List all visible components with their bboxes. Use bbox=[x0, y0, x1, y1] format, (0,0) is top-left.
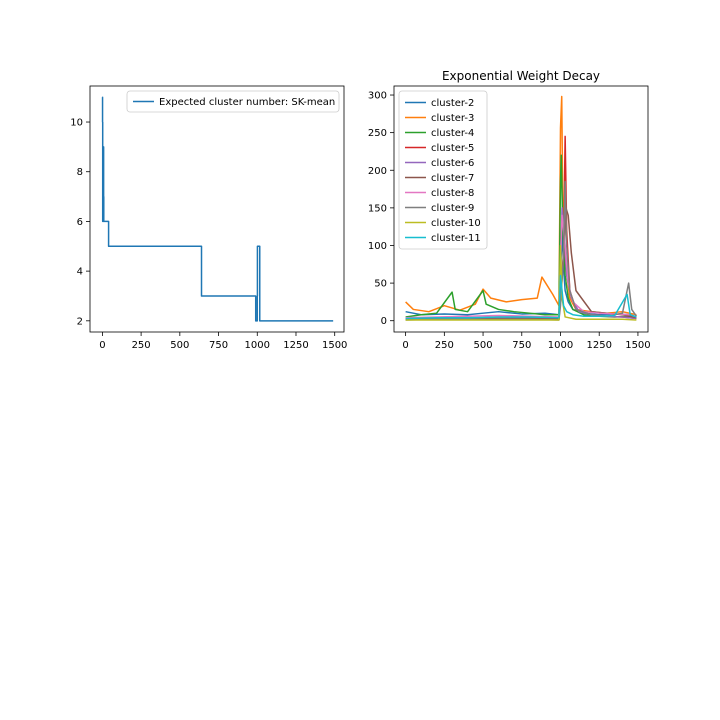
series-line-cluster-10 bbox=[405, 244, 637, 321]
x-tick-label: 250 bbox=[132, 340, 151, 351]
chart-expected-cluster-number: 0 250 500 750 1000 1250 1500 2 4 6 8 10 Expected c… bbox=[70, 85, 347, 351]
legend-label: cluster-7 bbox=[431, 173, 474, 184]
legend: cluster-2 cluster-3 cluster-4 cluster-5 clus… bbox=[398, 90, 488, 250]
x-tick-label: 750 bbox=[209, 340, 228, 351]
y-tick-label: 10 bbox=[70, 118, 83, 129]
legend-label: cluster-10 bbox=[431, 218, 481, 229]
axes-frame bbox=[89, 85, 345, 333]
x-axis-ticks: 0 250 500 750 1000 1250 1500 bbox=[99, 332, 347, 351]
legend-label: cluster-3 bbox=[431, 113, 474, 124]
series-layer bbox=[101, 96, 334, 322]
legend-label: cluster-8 bbox=[431, 188, 474, 199]
y-tick-label: 4 bbox=[77, 267, 83, 278]
x-tick-label: 250 bbox=[435, 340, 454, 351]
x-tick-label: 0 bbox=[402, 340, 408, 351]
y-tick-label: 250 bbox=[368, 128, 387, 139]
x-tick-label: 750 bbox=[512, 340, 531, 351]
chart-title: Exponential Weight Decay bbox=[442, 69, 600, 83]
series-line-Expected cluster number: SK-mean bbox=[101, 96, 334, 322]
legend: Expected cluster number: SK-mean bbox=[126, 90, 340, 113]
x-tick-label: 1250 bbox=[586, 340, 611, 351]
legend-box bbox=[398, 90, 488, 250]
x-tick-label: 500 bbox=[474, 340, 493, 351]
legend-label: cluster-9 bbox=[431, 203, 474, 214]
y-axis-ticks: 0 50 100 150 200 250 300 bbox=[368, 91, 394, 327]
y-tick-label: 100 bbox=[368, 241, 387, 252]
y-tick-label: 50 bbox=[374, 279, 387, 290]
legend-label: cluster-11 bbox=[431, 233, 481, 244]
series-line-cluster-4 bbox=[405, 154, 637, 319]
y-axis-ticks: 2 4 6 8 10 bbox=[70, 118, 90, 327]
x-tick-label: 0 bbox=[99, 340, 105, 351]
series-line-cluster-11 bbox=[405, 274, 637, 320]
y-tick-label: 8 bbox=[77, 167, 83, 178]
legend-label: cluster-6 bbox=[431, 158, 474, 169]
x-tick-label: 1500 bbox=[625, 340, 650, 351]
chart-exponential-weight-decay: Exponential Weight Decay 0 250 500 750 1000 1… bbox=[368, 69, 651, 351]
y-tick-label: 300 bbox=[368, 91, 387, 102]
legend-box bbox=[126, 90, 340, 113]
x-tick-label: 500 bbox=[170, 340, 189, 351]
legend-label: cluster-4 bbox=[431, 128, 474, 139]
x-tick-label: 1250 bbox=[283, 340, 308, 351]
y-tick-label: 6 bbox=[77, 217, 83, 228]
x-tick-label: 1000 bbox=[245, 340, 270, 351]
y-tick-label: 0 bbox=[381, 316, 387, 327]
y-tick-label: 200 bbox=[368, 166, 387, 177]
series-layer bbox=[405, 95, 637, 321]
legend-label: Expected cluster number: SK-mean bbox=[159, 97, 335, 108]
x-axis-ticks: 0 250 500 750 1000 1250 1500 bbox=[402, 332, 651, 351]
axes-frame bbox=[393, 85, 649, 333]
y-tick-label: 150 bbox=[368, 203, 387, 214]
x-tick-label: 1500 bbox=[322, 340, 347, 351]
y-tick-label: 2 bbox=[77, 316, 83, 327]
legend-label: cluster-5 bbox=[431, 143, 474, 154]
legend-label: cluster-2 bbox=[431, 98, 474, 109]
x-tick-label: 1000 bbox=[548, 340, 573, 351]
